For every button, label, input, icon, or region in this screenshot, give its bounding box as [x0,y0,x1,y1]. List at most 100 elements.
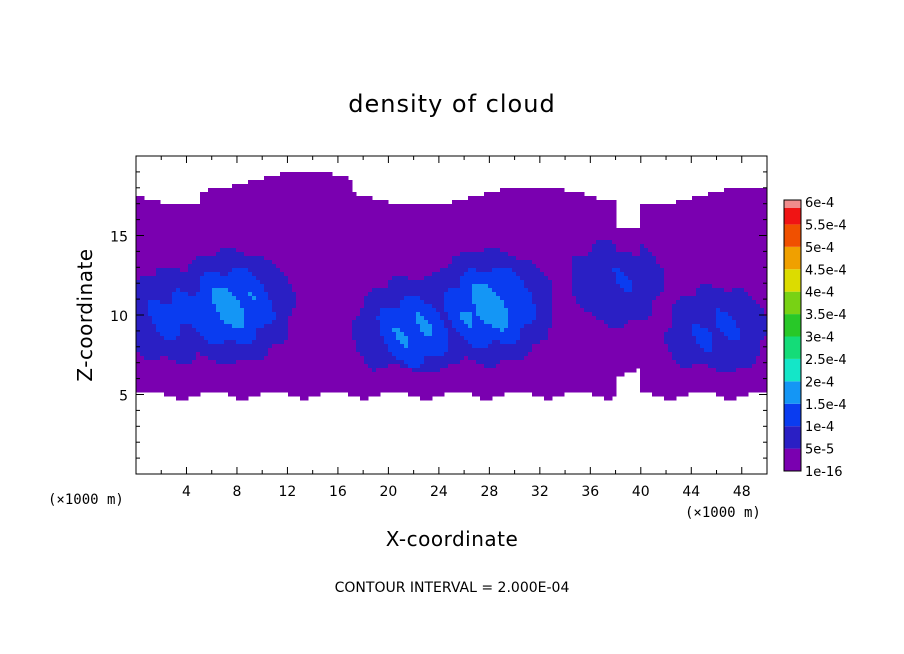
density-cell [236,248,241,253]
density-cell [444,292,449,297]
density-cell [324,304,329,309]
density-cell [144,376,149,381]
density-cell [308,376,313,381]
density-cell [216,208,221,213]
density-cell [492,276,497,281]
density-cell [464,388,469,393]
density-cell [188,268,193,273]
density-cell [296,316,301,321]
density-cell [292,208,297,213]
density-cell [412,272,417,277]
density-cell [212,340,217,345]
density-cell [364,220,369,225]
density-cell [156,284,161,289]
density-cell [388,212,393,217]
density-cell [388,220,393,225]
density-cell [248,308,253,313]
density-cell [412,216,417,221]
density-cell [368,276,373,281]
density-cell [208,320,213,325]
density-cell [300,352,305,357]
density-cell [168,356,173,361]
density-cell [188,340,193,345]
density-cell [484,296,489,301]
density-cell [516,304,521,309]
density-cell [280,324,285,329]
density-cell [152,308,157,313]
density-cell [224,296,229,301]
density-cell [416,236,421,241]
density-cell [204,328,209,333]
density-cell [232,292,237,297]
density-cell [152,356,157,361]
density-cell [244,292,249,297]
density-cell [228,208,233,213]
density-cell [168,232,173,237]
density-cell [496,268,501,273]
density-cell [336,212,341,217]
density-cell [316,320,321,325]
density-cell [492,340,497,345]
density-cell [356,268,361,273]
density-cell [320,200,325,205]
density-cell [220,332,225,337]
density-cell [460,316,465,321]
density-cell [224,340,229,345]
density-cell [192,328,197,333]
density-cell [152,324,157,329]
density-cell [320,288,325,293]
density-cell [348,300,353,305]
density-cell [304,232,309,237]
density-cell [364,232,369,237]
density-cell [512,224,517,229]
density-cell [340,268,345,273]
density-cell [324,324,329,329]
density-cell [172,300,177,305]
density-cell [340,292,345,297]
density-cell [408,376,413,381]
density-cell [280,220,285,225]
density-cell [260,380,265,385]
density-cell [172,388,177,393]
density-cell [348,340,353,345]
density-cell [272,312,277,317]
density-cell [332,332,337,337]
density-cell [364,324,369,329]
density-cell [428,336,433,341]
density-cell [200,324,205,329]
density-cell [228,372,233,377]
density-cell [524,380,529,385]
density-cell [352,192,357,197]
density-cell [296,320,301,325]
density-cell [160,292,165,297]
density-cell [264,276,269,281]
density-cell [168,272,173,277]
density-cell [300,200,305,205]
density-cell [172,220,177,225]
density-cell [260,204,265,209]
density-cell [296,228,301,233]
density-cell [248,244,253,249]
density-cell [328,360,333,365]
density-cell [376,204,381,209]
density-cell [504,268,509,273]
density-cell [172,288,177,293]
density-cell [136,320,141,325]
density-cell [260,312,265,317]
density-cell [320,192,325,197]
density-cell [272,248,277,253]
density-cell [344,344,349,349]
density-cell [352,232,357,237]
density-cell [500,300,505,305]
density-cell [152,276,157,281]
density-cell [164,372,169,377]
density-cell [452,288,457,293]
density-cell [472,232,477,237]
density-cell [460,256,465,261]
density-cell [264,372,269,377]
density-cell [336,356,341,361]
density-cell [260,348,265,353]
density-cell [404,292,409,297]
density-cell [180,372,185,377]
density-cell [328,376,333,381]
